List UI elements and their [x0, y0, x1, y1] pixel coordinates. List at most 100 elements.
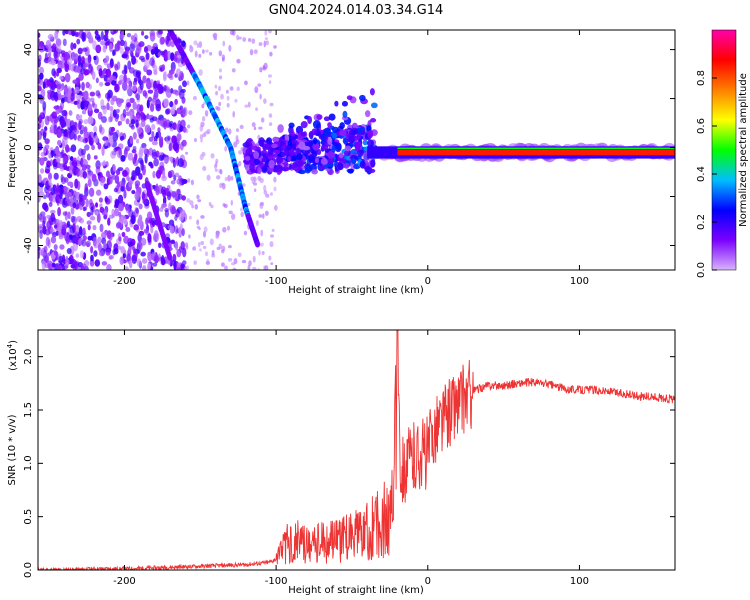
spectrogram-cell	[353, 129, 358, 135]
spectrogram-cell	[161, 64, 166, 72]
spectrogram-cell	[53, 244, 58, 251]
spectrogram-cell	[135, 119, 139, 128]
spectrogram-cell	[218, 85, 221, 91]
spectrogram-cell	[172, 122, 177, 130]
spectrogram-cell	[221, 245, 226, 252]
spectrogram-cell	[181, 195, 186, 201]
top-y-axis-label: Frequency (Hz)	[7, 112, 18, 188]
spectrogram-cell	[350, 154, 355, 160]
spectrogram-cell	[251, 38, 256, 44]
spectrogram-cell	[174, 225, 179, 235]
spectrogram-cell	[284, 134, 290, 141]
spectrogram-cell	[85, 198, 89, 208]
spectrogram-cell	[189, 200, 194, 206]
spectrogram-cell	[38, 195, 41, 203]
spectrogram-cell	[59, 102, 65, 110]
spectrogram-cell	[98, 68, 103, 77]
spectrogram-cell	[112, 131, 119, 142]
spectrogram-cell	[44, 186, 48, 194]
spectrogram-cell	[187, 178, 191, 183]
spectrogram-cell	[101, 261, 108, 266]
top-y-tick-label: 0	[23, 144, 34, 150]
spectrogram-cell	[86, 220, 92, 225]
spectrogram-cell	[149, 30, 156, 37]
spectrogram-cell	[236, 34, 239, 41]
spectrogram-cell	[72, 79, 78, 84]
spectrogram-cell	[201, 116, 206, 122]
spectrogram-cell	[106, 230, 112, 240]
spectrogram-cell	[175, 57, 181, 64]
spectrogram-cell	[57, 91, 62, 101]
spectrogram-cell	[143, 146, 147, 154]
spectrogram-cell	[182, 179, 188, 184]
spectrogram-cell	[79, 205, 83, 211]
spectrogram-cell	[108, 42, 113, 53]
spectrogram-cell	[224, 145, 228, 152]
spectrogram-cell	[147, 96, 153, 103]
spectrogram-cell	[115, 108, 120, 114]
spectrogram-cell	[70, 30, 77, 37]
spectrogram-cell	[61, 53, 66, 58]
spectrogram-cell	[47, 33, 54, 40]
spectrogram-cell	[288, 122, 295, 129]
spectrogram-cell	[86, 172, 92, 180]
spectrogram-cell	[148, 147, 154, 156]
spectrogram-cell	[186, 198, 191, 203]
spectrogram-cell	[131, 55, 137, 65]
spectrogram-cell	[137, 217, 143, 227]
spectrogram-cell	[82, 194, 87, 201]
spectrogram-cell	[229, 30, 235, 36]
spectrogram-cell	[244, 80, 248, 86]
spectrogram-cell	[227, 175, 231, 182]
spectrogram-cell	[98, 81, 104, 87]
colorbar-tick-label: 0.4	[696, 166, 707, 182]
spectrogram-cell	[64, 72, 71, 83]
spectrogram-cell	[221, 183, 226, 190]
colorbar-ticks: 0.0 0.2 0.4 0.6 0.8	[696, 70, 717, 278]
spectrogram-cell	[144, 153, 148, 164]
spectrogram-cell	[307, 115, 312, 125]
spectrogram-cell	[82, 206, 86, 212]
spectrogram-cell	[110, 150, 116, 159]
spectrogram-cell	[41, 179, 45, 184]
spectrogram-cell	[156, 131, 162, 138]
colorbar-tick-label: 0.6	[696, 118, 707, 134]
spectrogram-cell	[70, 207, 75, 215]
spectrogram-cell	[115, 222, 122, 229]
spectrogram-cell	[334, 100, 339, 107]
spectrogram-cell	[167, 135, 171, 141]
spectrogram-cell	[87, 178, 92, 188]
spectrogram-cell	[38, 66, 45, 75]
spectrogram-cell	[254, 86, 259, 94]
spectrogram-cell	[349, 143, 354, 148]
spectrogram-cell	[87, 235, 93, 241]
top-y-tick-label: 20	[23, 92, 34, 105]
spectrogram-cell	[158, 242, 162, 249]
spectrogram-cell	[156, 80, 161, 85]
spectrogram-cell	[83, 69, 89, 76]
spectrogram-cell	[67, 211, 71, 220]
spectrogram-cell	[169, 226, 175, 234]
spectrogram-cell	[208, 51, 213, 56]
spectrogram-cell	[166, 50, 172, 61]
spectrogram-cell	[119, 79, 125, 85]
spectrogram-cell	[80, 100, 85, 110]
spectrogram-cell	[87, 103, 93, 112]
spectrogram-cell	[70, 92, 75, 102]
spectrogram-cell	[189, 44, 193, 49]
spectrogram-cell	[102, 44, 107, 53]
spectrogram-cell	[120, 185, 125, 192]
spectrogram-cell	[220, 262, 225, 267]
spectrogram-cell	[209, 238, 214, 246]
spectrogram-cell	[61, 264, 66, 270]
steady-tone-edge	[397, 147, 675, 150]
spectrogram-cell	[105, 248, 111, 256]
spectrogram-cell	[64, 30, 70, 35]
spectrogram-cell	[110, 126, 116, 132]
spectrogram-cell	[42, 81, 46, 90]
spectrogram-cell	[132, 156, 137, 165]
spectrogram-cell	[228, 245, 232, 249]
spectrogram-cell	[132, 80, 138, 86]
spectrogram-cell	[323, 128, 331, 137]
spectrogram-cell	[140, 119, 146, 128]
